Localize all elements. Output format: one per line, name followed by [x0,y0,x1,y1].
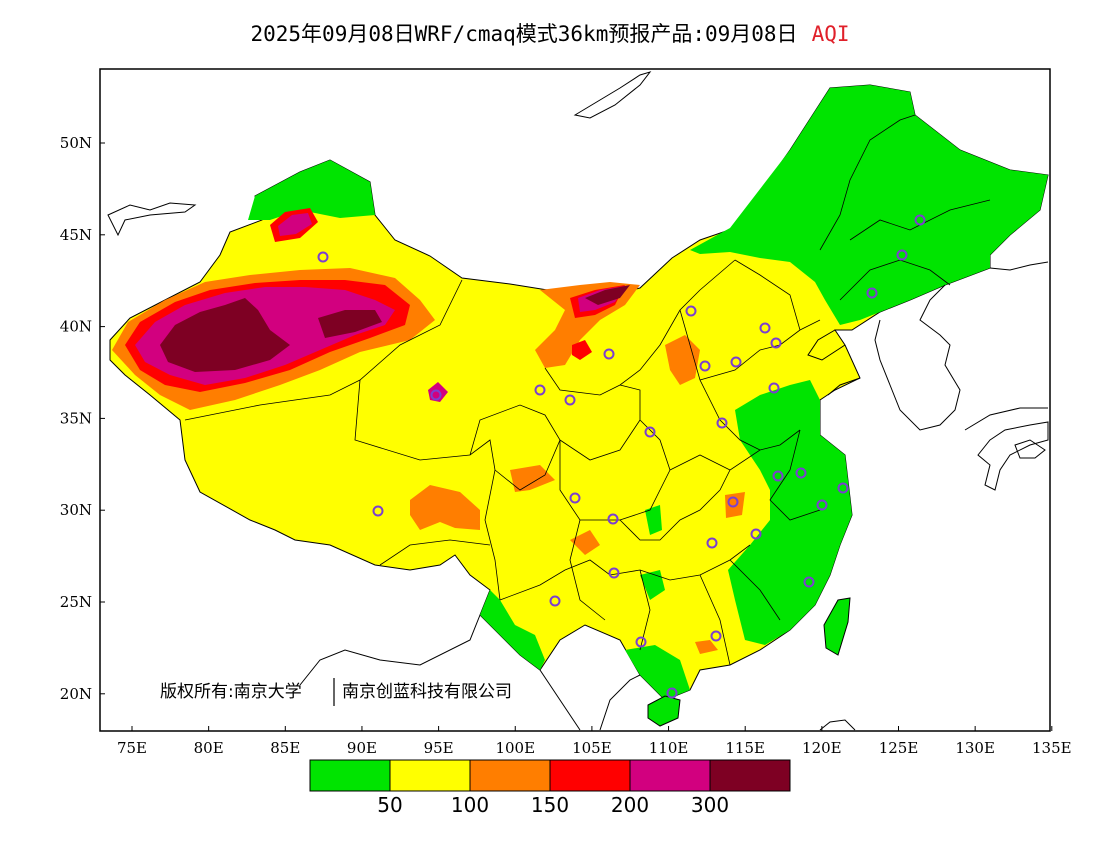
city-station-marker [603,348,615,360]
maroon-innermongolia [585,285,630,305]
green-northeast [690,85,1048,325]
city-station-marker [710,630,722,642]
magenta-north-xinjiang [278,213,312,236]
lat-tick-label: 40N [60,318,92,336]
city-station-marker [727,496,739,508]
lat-tick-label: 20N [60,685,92,703]
lon-tick-label: 125E [879,739,919,757]
city-station-marker [608,567,620,579]
lon-tick-label: 110E [649,739,689,757]
green-south [625,645,690,700]
city-station-marker [837,482,849,494]
colorbar-label: 100 [451,793,489,817]
lat-tick-label: 30N [60,501,92,519]
province-boundaries [184,114,991,666]
city-station-marker [768,382,780,394]
green-guangxi-small [640,570,665,600]
city-station-marker [317,251,329,263]
lon-tick-label: 90E [347,739,377,757]
copyright-notice: 版权所有:南京大学 南京创蓝科技有限公司 [160,678,512,706]
green-yunnan [480,590,545,670]
lon-tick-label: 95E [424,739,454,757]
city-station-marker [564,394,576,406]
map-title: 2025年09月08日WRF/cmaq模式36km预报产品:09月08日 AQI [0,18,1100,48]
city-station-marker [914,214,926,226]
lon-tick-label: 105E [572,739,612,757]
city-station-marker [706,537,718,549]
aqi-colorbar: 50 100 150 200 300 [309,759,791,817]
green-northwest [248,160,375,220]
city-station-marker [772,470,784,482]
city-station-marker [816,499,828,511]
title-main: 2025年09月08日WRF/cmaq模式36km预报产品:09月08日 [250,22,798,46]
neighbor-outlines [107,71,1049,731]
title-variable: AQI [811,22,850,46]
city-station-marker [716,417,728,429]
lon-tick-label: 120E [802,739,842,757]
latitude-axis: 50N 45N 40N 35N 30N 25N 20N [60,134,105,703]
city-markers [317,214,926,699]
maroon-xinjiang-west [160,298,290,372]
magenta-qinghai [428,382,448,402]
colorbar-swatch->300 [709,759,791,792]
city-station-marker [685,305,697,317]
city-station-marker [644,426,656,438]
city-station-marker [666,687,678,699]
colorbar-swatch-150-200 [549,759,631,792]
red-ningxia [572,340,592,360]
colorbar-swatch-200-300 [629,759,711,792]
lon-tick-label: 75E [117,739,147,757]
city-station-marker [430,389,442,401]
longitude-axis: 75E 80E 85E 90E 95E 100E 105E 110E 115E 120E 125E 1… [117,726,1072,757]
city-station-marker [795,467,807,479]
colorbar-label: 200 [611,793,649,817]
lon-tick-label: 115E [725,739,765,757]
city-station-marker [759,322,771,334]
colorbar-label: 150 [531,793,569,817]
maroon-xinjiang-east [318,310,382,338]
green-hunan-small [645,505,662,535]
city-station-marker [635,636,647,648]
map-plot-area [107,71,1049,731]
colorbar-label: 50 [377,793,402,817]
colorbar-label: 300 [691,793,729,817]
city-station-marker [750,528,762,540]
colorbar-swatch-50-100 [389,759,471,792]
city-station-marker [699,360,711,372]
city-station-marker [896,249,908,261]
lon-tick-label: 80E [194,739,224,757]
lat-tick-label: 50N [60,134,92,152]
orange-shanxi [665,335,700,385]
orange-tibet [410,485,480,530]
orange-qinghai-east [510,465,555,492]
lon-tick-label: 130E [955,739,995,757]
city-station-marker [607,513,619,525]
city-station-marker [730,356,742,368]
city-station-marker [866,287,878,299]
city-station-marker [372,505,384,517]
lon-tick-label: 135E [1032,739,1072,757]
lon-tick-label: 100E [495,739,535,757]
lon-tick-label: 85E [270,739,300,757]
green-southeast [728,380,852,645]
lat-tick-label: 35N [60,409,92,427]
city-station-marker [534,384,546,396]
city-station-marker [569,492,581,504]
city-station-marker [803,576,815,588]
copyright-right: 南京创蓝科技有限公司 [342,682,512,702]
orange-guangdong [695,640,718,654]
copyright-left: 版权所有:南京大学 [160,682,302,702]
lat-tick-label: 45N [60,226,92,244]
hainan-island [647,695,681,727]
orange-sichuan [570,530,600,555]
colorbar-swatch-0-50 [309,759,391,792]
city-station-marker [549,595,561,607]
taiwan-island [823,597,851,656]
colorbar-swatch-100-150 [469,759,551,792]
plot-frame [99,68,1051,732]
lat-tick-label: 25N [60,593,92,611]
city-station-marker [770,337,782,349]
